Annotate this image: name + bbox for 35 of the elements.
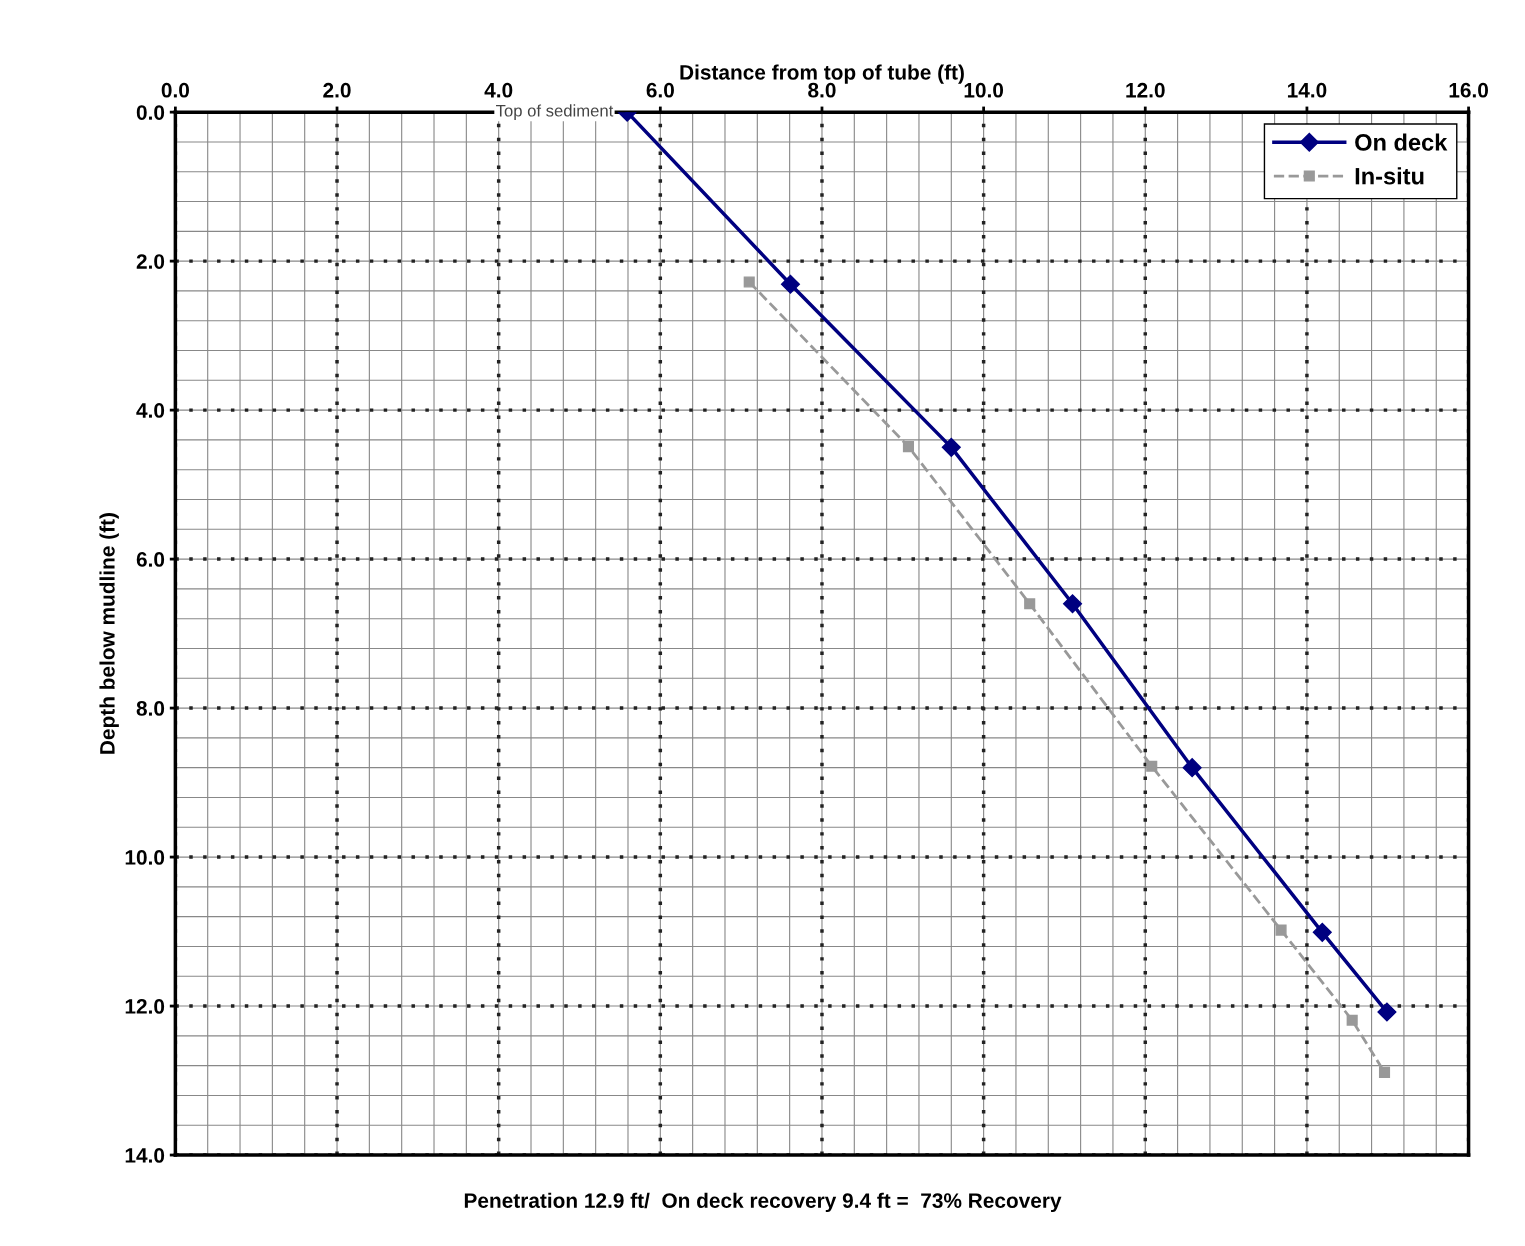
y-tick-label: 4.0 bbox=[136, 403, 165, 418]
y-tick-label: 0.0 bbox=[136, 105, 165, 120]
point bbox=[1182, 758, 1202, 778]
point bbox=[1312, 922, 1332, 942]
annotation: Top of sediment bbox=[496, 104, 614, 120]
y-tick-label: 12.0 bbox=[125, 999, 165, 1014]
x-tick-label: 6.0 bbox=[646, 82, 674, 98]
point bbox=[902, 441, 915, 453]
y-axis-title: Depth below mudline (ft) bbox=[99, 513, 119, 754]
point bbox=[1062, 594, 1083, 614]
point bbox=[1378, 1066, 1391, 1078]
legend-label: On deck bbox=[1355, 133, 1448, 151]
y-tick-label: 10.0 bbox=[125, 850, 165, 865]
point bbox=[1275, 924, 1287, 936]
point bbox=[1024, 598, 1036, 610]
text: Penetration 12.9 ft/ On deck recovery 9.4 ft = 73% Recovery bbox=[464, 1192, 1062, 1213]
y-tick-label: 6.0 bbox=[136, 552, 165, 567]
y-tick-label: 14.0 bbox=[125, 1148, 165, 1163]
legend-label: In-situ bbox=[1355, 167, 1424, 185]
x-tick-label: 10.0 bbox=[964, 82, 1004, 98]
x-tick-label: 8.0 bbox=[808, 82, 836, 98]
x-tick-label: 4.0 bbox=[484, 82, 513, 98]
x-tick-label: 12.0 bbox=[1126, 82, 1165, 98]
point bbox=[780, 274, 800, 294]
point bbox=[1146, 760, 1158, 772]
x-tick-label: 16.0 bbox=[1449, 82, 1488, 98]
y-tick-label: 2.0 bbox=[136, 254, 165, 269]
point bbox=[1377, 1002, 1397, 1022]
x-tick-label: 0.0 bbox=[161, 82, 189, 98]
point bbox=[1346, 1014, 1358, 1026]
x-tick-label: 14.0 bbox=[1287, 82, 1327, 98]
x-tick-label: 2.0 bbox=[323, 82, 351, 98]
point bbox=[941, 437, 961, 457]
y-tick-label: 8.0 bbox=[136, 701, 165, 716]
point bbox=[743, 276, 755, 288]
